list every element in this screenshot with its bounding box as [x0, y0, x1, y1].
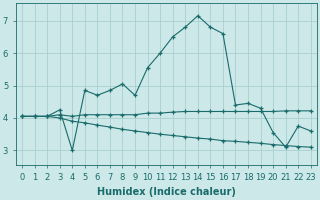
X-axis label: Humidex (Indice chaleur): Humidex (Indice chaleur) [97, 187, 236, 197]
